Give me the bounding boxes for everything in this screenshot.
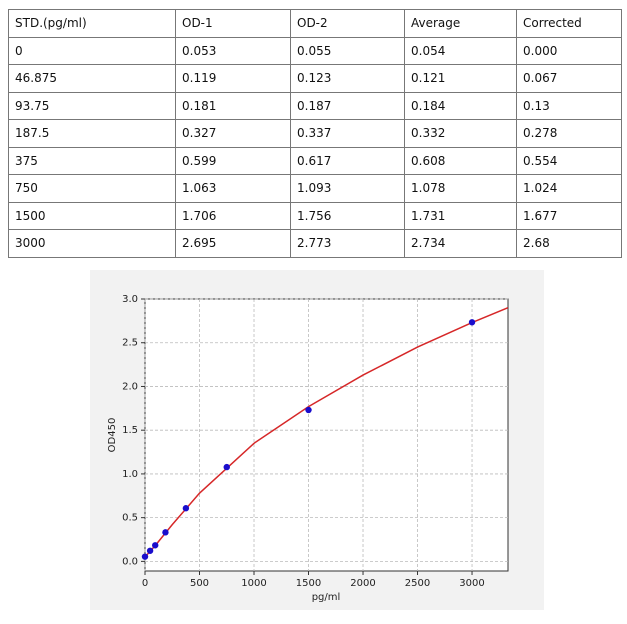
- cell: 0.617: [290, 146, 405, 175]
- table-row: 3000 2.695 2.773 2.734 2.68: [8, 229, 622, 258]
- x-tick-label: 2000: [350, 578, 375, 589]
- cell: 2.695: [175, 229, 291, 258]
- plot-area: [144, 298, 509, 572]
- cell: 1.078: [404, 174, 517, 203]
- table-row: 0 0.053 0.055 0.054 0.000: [8, 36, 622, 65]
- cell: 3000: [8, 229, 176, 258]
- y-tick-label: 2.5: [122, 338, 138, 349]
- cell: 1.677: [516, 201, 622, 230]
- cell: 1.024: [516, 174, 622, 203]
- x-tick-label: 3000: [459, 578, 484, 589]
- cell: 375: [8, 146, 176, 175]
- cell: 1.731: [404, 201, 517, 230]
- cell: 2.734: [404, 229, 517, 258]
- cell: 0.327: [175, 119, 291, 148]
- table-row: 1500 1.706 1.756 1.731 1.677: [8, 201, 622, 230]
- x-tick-label: 500: [190, 578, 209, 589]
- cell: STD.(pg/ml): [8, 9, 176, 38]
- cell: 1.093: [290, 174, 405, 203]
- data-point: [182, 505, 190, 512]
- cell: 2.68: [516, 229, 622, 258]
- cell: Average: [404, 9, 517, 38]
- y-tick-label: 3.0: [122, 294, 138, 305]
- cell: 0: [8, 36, 176, 65]
- cell: 0.121: [404, 64, 517, 93]
- table-row: 375 0.599 0.617 0.608 0.554: [8, 146, 622, 175]
- cell: 0.055: [290, 36, 405, 65]
- cell: Corrected: [516, 9, 622, 38]
- y-tick-label: 1.5: [122, 425, 138, 436]
- cell: 0.337: [290, 119, 405, 148]
- y-tick-label: 2.0: [122, 381, 138, 392]
- cell: 750: [8, 174, 176, 203]
- data-point: [141, 553, 149, 560]
- x-axis-label: pg/ml: [312, 592, 341, 603]
- cell: 0.187: [290, 91, 405, 120]
- cell: 0.054: [404, 36, 517, 65]
- cell: 2.773: [290, 229, 405, 258]
- cell: 0.067: [516, 64, 622, 93]
- cell: 1.706: [175, 201, 291, 230]
- cell: 1.756: [290, 201, 405, 230]
- table-row: 750 1.063 1.093 1.078 1.024: [8, 174, 622, 203]
- cell: 93.75: [8, 91, 176, 120]
- cell: 1500: [8, 201, 176, 230]
- cell: 0.000: [516, 36, 622, 65]
- cell: 0.608: [404, 146, 517, 175]
- x-tick-label: 1000: [241, 578, 266, 589]
- y-axis-label: OD450: [107, 418, 118, 453]
- header-row: STD.(pg/ml) OD-1 OD-2 Average Corrected: [8, 9, 622, 38]
- table-row: 93.75 0.181 0.187 0.184 0.13: [8, 91, 622, 120]
- cell: OD-2: [290, 9, 405, 38]
- y-tick-label: 0.0: [122, 556, 138, 567]
- chart: pg/ml OD450 0 500 1000 1500 2000 2500 3000 0.0 0…: [90, 270, 544, 610]
- table-row: 46.875 0.119 0.123 0.121 0.067: [8, 64, 622, 93]
- table-row: 187.5 0.327 0.337 0.332 0.278: [8, 119, 622, 148]
- cell: 0.13: [516, 91, 622, 120]
- cell: 0.599: [175, 146, 291, 175]
- data-table: STD.(pg/ml) OD-1 OD-2 Average Corrected 0 0.05…: [8, 9, 622, 258]
- cell: 187.5: [8, 119, 176, 148]
- cell: 0.119: [175, 64, 291, 93]
- data-point: [152, 542, 159, 549]
- x-tick-label: 0: [142, 578, 148, 589]
- cell: 0.554: [516, 146, 622, 175]
- data-point: [305, 406, 312, 414]
- cell: 1.063: [175, 174, 291, 203]
- data-point: [223, 463, 230, 471]
- cell: 0.278: [516, 119, 622, 148]
- y-tick-label: 0.5: [122, 513, 138, 524]
- data-point: [162, 529, 169, 536]
- cell: 46.875: [8, 64, 176, 93]
- cell: 0.053: [175, 36, 291, 65]
- cell: 0.332: [404, 119, 517, 148]
- x-tick-label: 2500: [405, 578, 430, 589]
- cell: 0.123: [290, 64, 405, 93]
- y-tick-label: 1.0: [122, 469, 138, 480]
- cell: 0.181: [175, 91, 291, 120]
- data-point: [146, 547, 154, 554]
- cell: 0.184: [404, 91, 517, 120]
- cell: OD-1: [175, 9, 291, 38]
- data-point: [468, 319, 476, 326]
- x-tick-label: 1500: [296, 578, 321, 589]
